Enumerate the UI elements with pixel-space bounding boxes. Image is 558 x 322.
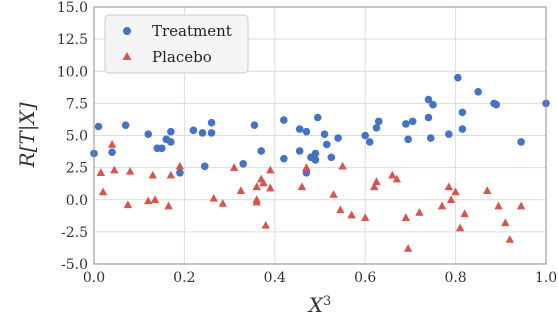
treatment-point bbox=[190, 127, 198, 135]
treatment-point bbox=[144, 130, 152, 138]
treatment-point bbox=[296, 147, 304, 155]
treatment-point bbox=[303, 128, 311, 136]
treatment-point bbox=[402, 120, 410, 128]
y-tick-label: 5.0 bbox=[66, 129, 88, 145]
treatment-point bbox=[122, 121, 130, 129]
y-tick-label: 2.5 bbox=[66, 161, 88, 177]
x-tick-label: 0.8 bbox=[444, 270, 466, 286]
y-tick-label: -2.5 bbox=[61, 225, 88, 241]
treatment-point bbox=[199, 129, 207, 137]
treatment-point bbox=[251, 121, 259, 129]
x-tick-label: 0.6 bbox=[354, 270, 376, 286]
treatment-point bbox=[429, 101, 437, 109]
treatment-point bbox=[280, 116, 288, 124]
treatment-point bbox=[167, 128, 175, 136]
treatment-point bbox=[314, 114, 322, 122]
treatment-point bbox=[334, 134, 342, 142]
y-tick-label: 10.0 bbox=[57, 64, 88, 80]
treatment-point bbox=[312, 150, 320, 158]
treatment-point bbox=[208, 119, 216, 127]
treatment-point bbox=[158, 145, 166, 153]
treatment-point bbox=[323, 141, 331, 149]
legend-label-treatment: Treatment bbox=[152, 22, 232, 40]
treatment-point bbox=[257, 147, 265, 155]
treatment-point bbox=[492, 101, 500, 109]
treatment-point bbox=[208, 129, 216, 137]
y-tick-label: 0.0 bbox=[66, 193, 88, 209]
treatment-point bbox=[361, 132, 369, 140]
y-axis-label: R[T|X] bbox=[15, 102, 40, 168]
treatment-point bbox=[321, 130, 329, 138]
treatment-point bbox=[328, 154, 336, 162]
treatment-point bbox=[517, 138, 525, 146]
y-tick-label: 7.5 bbox=[66, 96, 88, 112]
treatment-point bbox=[201, 163, 209, 171]
x-tick-label: 0.4 bbox=[264, 270, 286, 286]
treatment-point bbox=[474, 88, 482, 96]
legend-label-placebo: Placebo bbox=[152, 48, 212, 66]
treatment-point bbox=[409, 118, 417, 126]
y-tick-label: -5.0 bbox=[61, 257, 88, 273]
treatment-point bbox=[427, 134, 435, 142]
treatment-point bbox=[95, 123, 103, 131]
x-axis-label: X3 bbox=[307, 293, 332, 317]
treatment-point bbox=[459, 125, 467, 133]
treatment-point bbox=[296, 125, 304, 133]
treatment-point bbox=[239, 160, 247, 168]
treatment-point bbox=[375, 118, 383, 126]
treatment-point bbox=[454, 74, 462, 82]
legend-marker-treatment bbox=[123, 27, 131, 35]
y-tick-label: 15.0 bbox=[57, 0, 88, 16]
treatment-point bbox=[404, 136, 412, 144]
treatment-point bbox=[280, 155, 288, 163]
legend: Treatment Placebo bbox=[105, 15, 248, 73]
treatment-point bbox=[459, 109, 467, 117]
x-tick-label: 1.0 bbox=[535, 270, 557, 286]
x-tick-label: 0.2 bbox=[173, 270, 195, 286]
treatment-point bbox=[167, 138, 175, 146]
treatment-point bbox=[445, 130, 453, 138]
y-tick-label: 12.5 bbox=[57, 32, 88, 48]
treatment-point bbox=[366, 138, 374, 146]
treatment-point bbox=[108, 148, 116, 156]
treatment-point bbox=[425, 114, 433, 122]
treatment-point bbox=[176, 169, 184, 177]
